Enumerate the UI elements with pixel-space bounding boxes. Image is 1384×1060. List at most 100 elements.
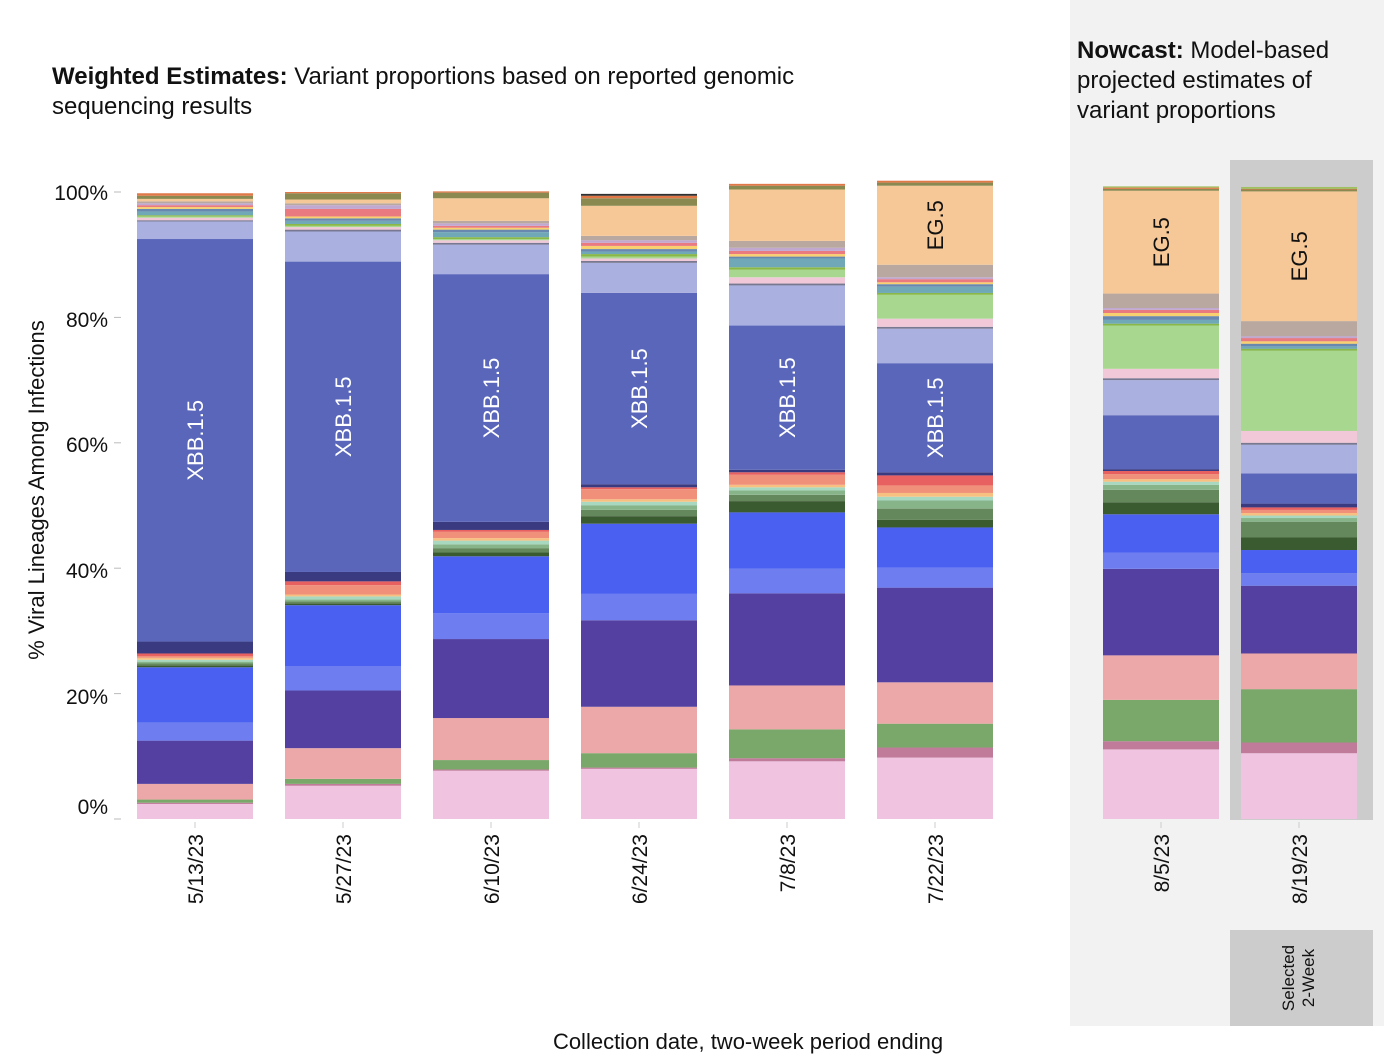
bar-segment bbox=[877, 500, 993, 509]
bar-segment bbox=[285, 581, 401, 586]
bar-segment bbox=[137, 740, 253, 784]
bar-segment bbox=[433, 220, 549, 224]
bar-segment bbox=[1241, 321, 1357, 337]
bar-segment bbox=[1103, 502, 1219, 515]
bar-segment bbox=[285, 216, 401, 219]
bar-segment bbox=[285, 571, 401, 582]
bar-segment bbox=[285, 199, 401, 204]
bar-segment bbox=[1241, 550, 1357, 574]
bar-segment bbox=[581, 753, 697, 768]
bar-segment bbox=[285, 666, 401, 691]
bar-segment bbox=[581, 505, 697, 510]
bar-segment bbox=[137, 221, 253, 240]
bar-segment bbox=[137, 205, 253, 208]
y-tick-label: 60% bbox=[66, 434, 108, 457]
bar-segment bbox=[285, 203, 401, 206]
bar-segment bbox=[285, 785, 401, 819]
bar-segment bbox=[433, 552, 549, 557]
bar-segment bbox=[433, 198, 549, 221]
bar-segment bbox=[285, 603, 401, 606]
bar-segment bbox=[877, 475, 993, 486]
bar-segment bbox=[877, 279, 993, 283]
bar-segment bbox=[729, 490, 845, 495]
bar-segment bbox=[581, 240, 697, 243]
bar-variant-label: XBB.1.5 bbox=[923, 377, 948, 458]
bar-segment bbox=[137, 201, 253, 204]
bar-segment bbox=[137, 203, 253, 206]
bar-segment bbox=[1103, 469, 1219, 472]
bar-segment bbox=[1241, 350, 1357, 431]
x-tick-label: 5/27/23 bbox=[333, 834, 356, 904]
bar-segment bbox=[433, 521, 549, 530]
bar-segment bbox=[433, 760, 549, 770]
bar-segment bbox=[581, 198, 697, 206]
bar-variant-label: XBB.1.5 bbox=[775, 357, 800, 438]
x-tick-label: 7/22/23 bbox=[925, 834, 948, 904]
bar-segment bbox=[1103, 190, 1219, 294]
bar-segment bbox=[581, 195, 697, 199]
bar-segment bbox=[1103, 471, 1219, 475]
bar-segment bbox=[1103, 380, 1219, 416]
bar-segment bbox=[581, 768, 697, 819]
bar-segment bbox=[1241, 585, 1357, 654]
bar-segment bbox=[581, 706, 697, 754]
bar-segment bbox=[581, 509, 697, 517]
bar-segment bbox=[433, 240, 549, 243]
y-tick-label: 40% bbox=[66, 560, 108, 583]
bar-segment bbox=[285, 220, 401, 224]
bar-segment bbox=[1241, 473, 1357, 504]
bar-segment bbox=[729, 189, 845, 241]
bar-segment bbox=[433, 192, 549, 199]
bar-segment bbox=[729, 501, 845, 513]
bar-segment bbox=[1241, 338, 1357, 342]
bar-segment bbox=[877, 757, 993, 819]
bar-segment bbox=[581, 235, 697, 241]
bar-6/10/23 bbox=[433, 191, 549, 819]
bar-segment bbox=[285, 227, 401, 230]
bar-segment bbox=[1241, 336, 1357, 339]
bar-segment bbox=[877, 284, 993, 287]
x-tick-label: 5/13/23 bbox=[185, 834, 208, 904]
bar-segment bbox=[137, 641, 253, 654]
bar-segment bbox=[729, 484, 845, 488]
bar-segment bbox=[285, 225, 401, 228]
bar-segment bbox=[137, 663, 253, 666]
bar-segment bbox=[1103, 484, 1219, 490]
bar-segment bbox=[433, 613, 549, 640]
bar-segment bbox=[137, 653, 253, 656]
bar-segment bbox=[1241, 442, 1357, 445]
bar-segment bbox=[285, 585, 401, 595]
bar-segment bbox=[581, 767, 697, 769]
bar-segment bbox=[1241, 513, 1357, 516]
bar-segment bbox=[581, 242, 697, 246]
bar-segment bbox=[137, 802, 253, 804]
bar-segment bbox=[1241, 341, 1357, 344]
bar-segment bbox=[433, 274, 549, 522]
bar-segment bbox=[581, 245, 697, 250]
bar-segment bbox=[877, 485, 993, 493]
stacked-bars bbox=[137, 180, 1357, 819]
bar-segment bbox=[433, 769, 549, 771]
bar-segment bbox=[285, 192, 401, 194]
bar-segment bbox=[729, 247, 845, 251]
bar-segment bbox=[137, 239, 253, 642]
bar-segment bbox=[433, 548, 549, 553]
bar-segment bbox=[285, 596, 401, 600]
bar-segment bbox=[1241, 518, 1357, 522]
bar-segment bbox=[581, 487, 697, 490]
bar-7/8/23 bbox=[729, 183, 845, 819]
bar-segment bbox=[877, 492, 993, 497]
bar-segment bbox=[285, 748, 401, 779]
bar-7/22/23 bbox=[877, 180, 993, 819]
bar-segment bbox=[877, 527, 993, 568]
y-tick-label: 100% bbox=[54, 182, 108, 205]
bar-segment bbox=[137, 216, 253, 218]
bar-segment bbox=[729, 761, 845, 819]
y-tick-label: 0% bbox=[78, 796, 108, 819]
bar-segment bbox=[1103, 415, 1219, 470]
bar-segment bbox=[433, 538, 549, 541]
bar-segment bbox=[1103, 479, 1219, 482]
bar-segment bbox=[729, 240, 845, 248]
bar-segment bbox=[877, 292, 993, 295]
bar-segment bbox=[729, 267, 845, 270]
